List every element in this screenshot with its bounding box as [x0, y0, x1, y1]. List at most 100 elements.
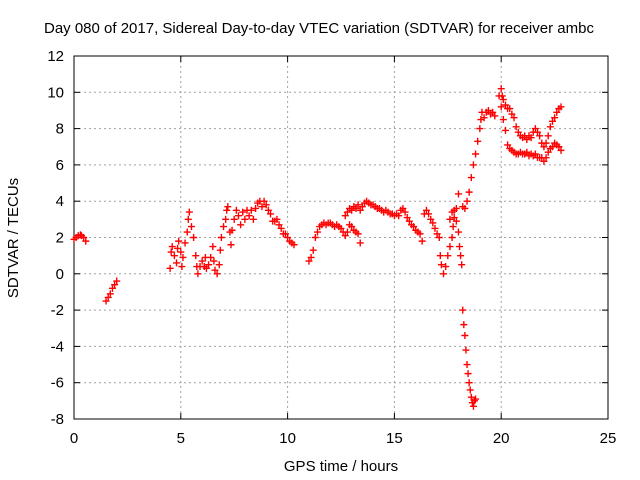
data-point [416, 230, 424, 238]
data-point [210, 257, 218, 265]
data-point [555, 143, 563, 151]
data-point [264, 206, 272, 214]
data-point [435, 234, 443, 241]
data-point [474, 137, 482, 145]
y-tick-label: 8 [56, 121, 64, 138]
data-point [446, 215, 454, 223]
x-axis-label: GPS time / hours [284, 458, 398, 475]
data-point [403, 214, 411, 222]
data-point [358, 203, 366, 211]
data-point [466, 386, 474, 394]
x-tick-label: 5 [177, 430, 185, 447]
data-point [501, 101, 509, 109]
data-point [284, 234, 292, 241]
data-point [178, 263, 186, 271]
data-point [82, 237, 90, 245]
data-point [354, 201, 362, 209]
data-point [267, 210, 275, 218]
data-point [465, 188, 473, 196]
data-point [80, 234, 88, 241]
data-point [167, 248, 175, 256]
data-point [399, 204, 407, 212]
data-point [425, 210, 433, 218]
data-point [536, 132, 544, 140]
data-point [499, 96, 507, 104]
data-point [341, 232, 349, 240]
data-point [237, 221, 245, 229]
data-point [190, 234, 198, 241]
data-point [241, 215, 249, 223]
data-point [467, 393, 475, 401]
data-point [179, 253, 187, 261]
data-point [211, 266, 219, 274]
data-point [450, 206, 458, 214]
data-point [456, 243, 464, 251]
data-point [173, 259, 181, 267]
data-point [523, 148, 531, 156]
data-point [113, 277, 121, 285]
data-point [546, 123, 554, 131]
data-point [497, 103, 505, 111]
data-point [217, 234, 225, 241]
data-point [462, 346, 470, 354]
y-tick-label: 4 [56, 193, 64, 210]
data-point [527, 134, 535, 142]
data-point [491, 112, 499, 120]
data-point [553, 108, 561, 116]
data-point [177, 248, 185, 256]
y-tick-label: -8 [51, 411, 64, 428]
data-point [433, 230, 441, 238]
data-point [444, 252, 452, 260]
data-point [440, 270, 448, 278]
data-point [281, 230, 289, 238]
data-point [544, 148, 552, 156]
data-point [395, 212, 403, 220]
data-point [305, 257, 313, 265]
data-point [183, 228, 191, 236]
data-point [544, 132, 552, 140]
data-point [548, 117, 556, 125]
data-point [454, 228, 462, 236]
data-point [498, 92, 506, 100]
data-point [508, 110, 516, 118]
data-point [354, 230, 362, 238]
data-point [523, 135, 531, 143]
data-point [192, 252, 200, 260]
data-point [531, 150, 539, 158]
data-point [111, 281, 119, 289]
data-point [476, 125, 484, 133]
data-point [309, 246, 317, 254]
x-tick-label: 0 [70, 430, 78, 447]
data-point [499, 116, 507, 124]
data-point [213, 270, 221, 278]
data-point [205, 261, 213, 269]
data-point [220, 223, 228, 231]
data-point [184, 215, 192, 223]
data-point [222, 215, 230, 223]
data-point [463, 361, 471, 369]
data-point [352, 204, 360, 212]
data-point [504, 141, 512, 149]
data-point [469, 161, 477, 169]
data-point [234, 212, 242, 220]
data-point [108, 284, 116, 292]
data-point [557, 146, 565, 154]
y-tick-label: 12 [47, 48, 64, 65]
data-point [465, 379, 473, 387]
data-point [458, 261, 466, 269]
data-point [356, 206, 364, 214]
gridlines [74, 56, 608, 419]
data-point [198, 257, 206, 265]
data-point [506, 105, 514, 113]
data-point [232, 206, 240, 214]
data-point [480, 114, 488, 122]
data-point [497, 85, 505, 93]
data-point [106, 290, 114, 298]
data-point [174, 244, 182, 252]
data-point [262, 201, 270, 209]
data-point [489, 108, 497, 116]
data-point [258, 203, 266, 211]
data-point [431, 224, 439, 232]
data-point [175, 237, 183, 245]
